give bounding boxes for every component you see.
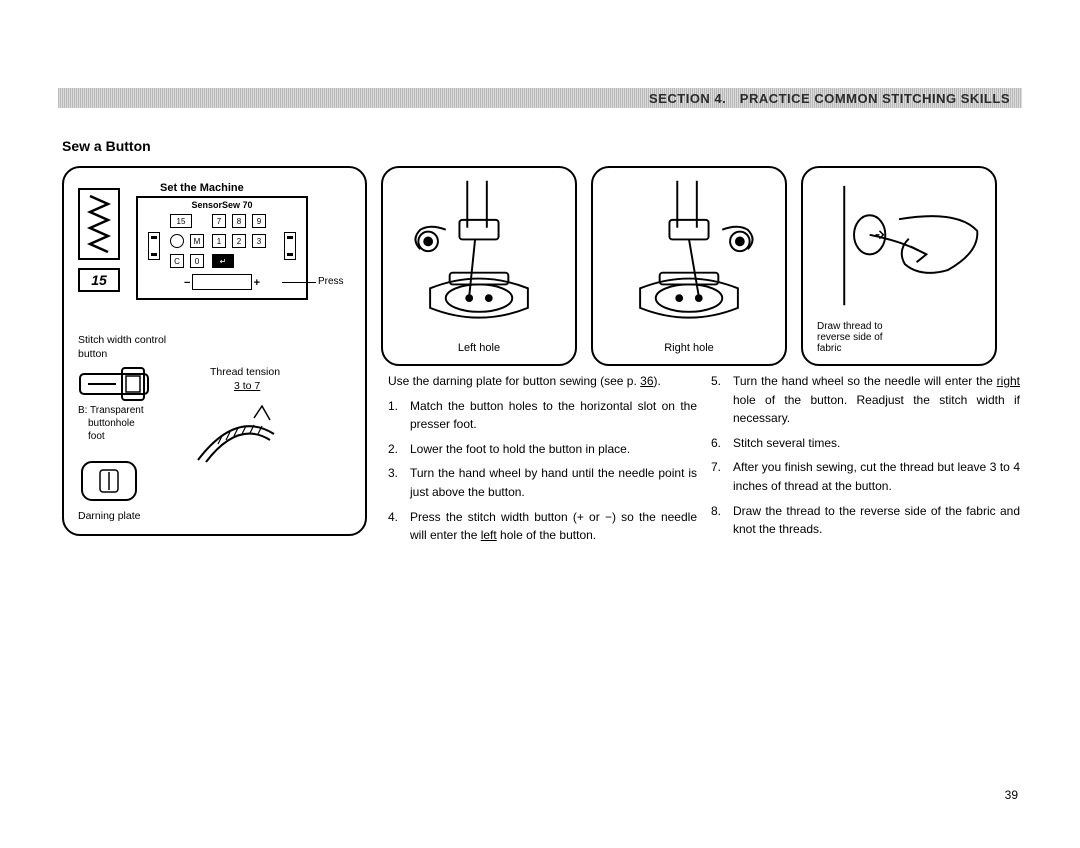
- step-text: Match the button holes to the horizontal…: [410, 397, 697, 434]
- settings-panel: Set the Machine 15 SensorSew 70 15 7 8 9: [62, 166, 367, 536]
- settings-content: Set the Machine 15 SensorSew 70 15 7 8 9: [64, 168, 365, 534]
- step-1: 1.Match the button holes to the horizont…: [388, 397, 697, 434]
- step-text: Stitch several times.: [733, 434, 840, 453]
- key-7: 7: [212, 214, 226, 228]
- instructions-lead: Use the darning plate for button sewing …: [388, 372, 697, 391]
- darning-plate-label: Darning plate: [78, 510, 140, 522]
- left-hole-illustration: [391, 176, 567, 342]
- press-pointer: [282, 282, 316, 283]
- tension-dial-icon: [188, 400, 284, 472]
- key-3: 3: [252, 234, 266, 248]
- instructions-col-left: Use the darning plate for button sewing …: [388, 372, 697, 551]
- key-2: 2: [232, 234, 246, 248]
- section-label: SECTION 4. PRACTICE COMMON STITCHING SKI…: [649, 91, 1010, 106]
- control-panel: SensorSew 70 15 7 8 9 M 1 2 3: [136, 196, 308, 300]
- stitch-width-control-label: Stitch width control button: [78, 334, 166, 361]
- step-5: 5.Turn the hand wheel so the needle will…: [711, 372, 1020, 428]
- buttonhole-foot-icon: [78, 366, 150, 402]
- key-9: 9: [252, 214, 266, 228]
- step-text: Turn the hand wheel so the needle will e…: [733, 372, 1020, 428]
- plus-label: +: [254, 277, 260, 289]
- set-machine-label: Set the Machine: [160, 182, 244, 194]
- key-c: C: [170, 254, 184, 268]
- key-m: M: [190, 234, 204, 248]
- keypad-row1: 7 8 9: [212, 214, 266, 228]
- step-6: 6.Stitch several times.: [711, 434, 1020, 453]
- thread-tension-range: 3 to 7: [234, 380, 260, 392]
- step-text: Press the stitch width button (+ or −) s…: [410, 508, 697, 545]
- step-text: Turn the hand wheel by hand until the ne…: [410, 464, 697, 501]
- lead-page-ref: 36: [640, 374, 653, 388]
- zigzag-icon: [78, 188, 120, 260]
- step-num: 7.: [711, 458, 733, 495]
- fig2-caption: Left hole: [458, 342, 500, 354]
- keypad-row3a: C 0: [170, 254, 204, 268]
- lead-a: Use the darning plate for button sewing …: [388, 374, 640, 388]
- keypad-row2: 1 2 3: [212, 234, 266, 248]
- slider-left: [148, 232, 160, 260]
- page-number: 39: [1005, 788, 1018, 802]
- minus-label: −: [184, 277, 190, 289]
- page-title: Sew a Button: [62, 138, 151, 154]
- key-1: 1: [212, 234, 226, 248]
- step-num: 5.: [711, 372, 733, 428]
- press-label: Press: [318, 276, 344, 287]
- keypad-display: 15: [170, 214, 192, 228]
- step-8: 8.Draw the thread to the reverse side of…: [711, 502, 1020, 539]
- step-num: 2.: [388, 440, 410, 459]
- width-button: [192, 274, 252, 290]
- keypad-mrow: M: [170, 234, 204, 248]
- step-num: 4.: [388, 508, 410, 545]
- slider-right: [284, 232, 296, 260]
- step-text: Draw the thread to the reverse side of t…: [733, 502, 1020, 539]
- step-num: 6.: [711, 434, 733, 453]
- stitch-number-display: 15: [78, 268, 120, 292]
- step-num: 3.: [388, 464, 410, 501]
- step-text: After you finish sewing, cut the thread …: [733, 458, 1020, 495]
- fig4-caption: Draw thread to reverse side of fabric: [817, 321, 883, 354]
- step-text: Lower the foot to hold the button in pla…: [410, 440, 630, 459]
- step-3: 3.Turn the hand wheel by hand until the …: [388, 464, 697, 501]
- instructions-col-right: 5.Turn the hand wheel so the needle will…: [711, 372, 1020, 551]
- thread-tension-label: Thread tension: [210, 366, 280, 378]
- step-7: 7.After you finish sewing, cut the threa…: [711, 458, 1020, 495]
- manual-page: SECTION 4. PRACTICE COMMON STITCHING SKI…: [0, 0, 1080, 848]
- step-2: 2.Lower the foot to hold the button in p…: [388, 440, 697, 459]
- brand-label: SensorSew 70: [191, 200, 252, 210]
- key-dot: [170, 234, 184, 248]
- key-8: 8: [232, 214, 246, 228]
- fig3-caption: Right hole: [664, 342, 714, 354]
- figure-reverse-side: Draw thread to reverse side of fabric: [801, 166, 997, 366]
- section-header: SECTION 4. PRACTICE COMMON STITCHING SKI…: [58, 88, 1022, 108]
- lead-b: ).: [654, 374, 661, 388]
- key-enter: ↵: [212, 254, 234, 268]
- instructions: Use the darning plate for button sewing …: [388, 372, 1020, 551]
- darning-plate-icon: [78, 458, 140, 504]
- right-hole-illustration: [601, 176, 777, 342]
- figure-left-hole: Left hole: [381, 166, 577, 366]
- foot-label: B: Transparent buttonhole foot: [78, 404, 144, 443]
- step-num: 1.: [388, 397, 410, 434]
- key-0: 0: [190, 254, 204, 268]
- keypad-row3: ↵: [212, 254, 234, 268]
- display-key: 15: [170, 214, 192, 228]
- figure-right-hole: Right hole: [591, 166, 787, 366]
- step-4: 4.Press the stitch width button (+ or −)…: [388, 508, 697, 545]
- step-num: 8.: [711, 502, 733, 539]
- reverse-thread-illustration: [811, 176, 987, 321]
